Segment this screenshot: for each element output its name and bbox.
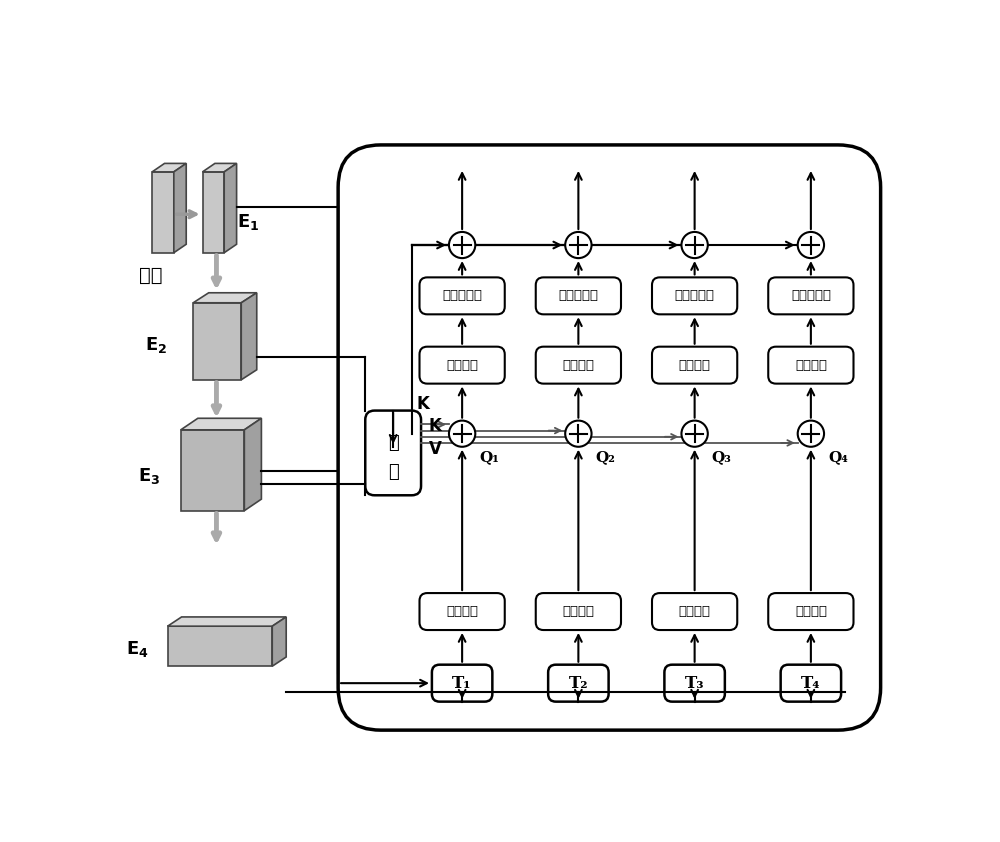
Text: Q₁: Q₁ <box>479 450 499 464</box>
Polygon shape <box>272 617 286 666</box>
Polygon shape <box>181 429 244 511</box>
Text: T₂: T₂ <box>569 674 588 691</box>
Polygon shape <box>168 617 286 626</box>
Polygon shape <box>202 172 224 253</box>
Circle shape <box>565 232 592 258</box>
FancyBboxPatch shape <box>652 277 737 314</box>
Text: $\mathbf{E_2}$: $\mathbf{E_2}$ <box>145 335 168 355</box>
Circle shape <box>565 421 592 447</box>
Circle shape <box>449 232 475 258</box>
Circle shape <box>681 232 708 258</box>
FancyBboxPatch shape <box>432 664 492 701</box>
Text: K: K <box>429 417 442 434</box>
Text: T₁: T₁ <box>452 674 472 691</box>
Text: 输入: 输入 <box>139 266 162 285</box>
FancyBboxPatch shape <box>420 347 505 384</box>
FancyBboxPatch shape <box>536 277 621 314</box>
Text: 层标准化: 层标准化 <box>446 359 478 371</box>
Text: 层标准化: 层标准化 <box>562 359 594 371</box>
FancyBboxPatch shape <box>338 145 881 730</box>
Text: 多层感知器: 多层感知器 <box>791 290 831 302</box>
FancyBboxPatch shape <box>652 347 737 384</box>
Polygon shape <box>241 293 257 380</box>
Text: K: K <box>417 396 430 413</box>
FancyBboxPatch shape <box>548 664 609 701</box>
Text: V: V <box>429 440 442 458</box>
FancyBboxPatch shape <box>365 411 421 495</box>
Text: $\mathbf{E_4}$: $\mathbf{E_4}$ <box>126 639 148 659</box>
Polygon shape <box>193 303 241 380</box>
Text: $\mathbf{E_1}$: $\mathbf{E_1}$ <box>237 212 260 232</box>
Text: $\mathbf{E_3}$: $\mathbf{E_3}$ <box>138 466 160 486</box>
Polygon shape <box>193 293 257 303</box>
Text: 层标准化: 层标准化 <box>795 605 827 618</box>
FancyBboxPatch shape <box>536 347 621 384</box>
Circle shape <box>798 232 824 258</box>
FancyBboxPatch shape <box>768 347 853 384</box>
Text: 层标准化: 层标准化 <box>679 359 711 371</box>
Text: 并: 并 <box>388 462 399 481</box>
Polygon shape <box>181 418 261 429</box>
Circle shape <box>798 421 824 447</box>
Text: 多层感知器: 多层感知器 <box>558 290 598 302</box>
Polygon shape <box>174 163 186 253</box>
Text: Q₄: Q₄ <box>828 450 848 464</box>
Text: T₃: T₃ <box>685 674 704 691</box>
FancyBboxPatch shape <box>420 277 505 314</box>
FancyBboxPatch shape <box>768 277 853 314</box>
Text: 层标准化: 层标准化 <box>562 605 594 618</box>
Polygon shape <box>152 163 186 172</box>
FancyBboxPatch shape <box>536 593 621 630</box>
Text: 合: 合 <box>388 434 399 452</box>
Text: 层标准化: 层标准化 <box>446 605 478 618</box>
Text: 多层感知器: 多层感知器 <box>675 290 715 302</box>
Circle shape <box>449 421 475 447</box>
Text: T₄: T₄ <box>801 674 821 691</box>
Circle shape <box>681 421 708 447</box>
Polygon shape <box>152 172 174 253</box>
Polygon shape <box>168 626 272 666</box>
Polygon shape <box>224 163 237 253</box>
Text: Q₃: Q₃ <box>712 450 732 464</box>
FancyBboxPatch shape <box>664 664 725 701</box>
Polygon shape <box>202 163 237 172</box>
FancyBboxPatch shape <box>768 593 853 630</box>
Text: 层标准化: 层标准化 <box>795 359 827 371</box>
FancyBboxPatch shape <box>652 593 737 630</box>
FancyBboxPatch shape <box>420 593 505 630</box>
Text: Q₂: Q₂ <box>595 450 615 464</box>
Text: 多层感知器: 多层感知器 <box>442 290 482 302</box>
Text: 层标准化: 层标准化 <box>679 605 711 618</box>
FancyBboxPatch shape <box>781 664 841 701</box>
Polygon shape <box>244 418 261 511</box>
